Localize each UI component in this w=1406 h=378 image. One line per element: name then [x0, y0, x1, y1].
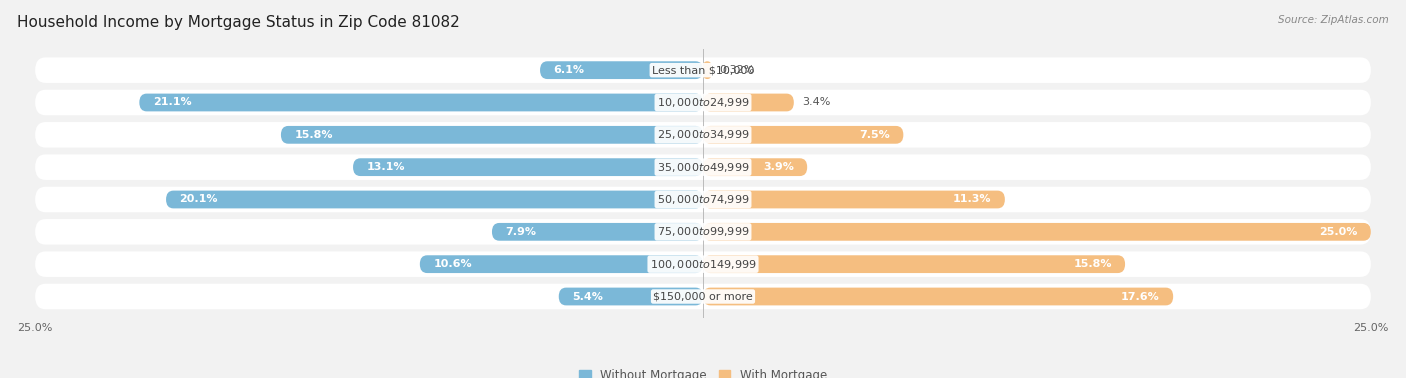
Text: Household Income by Mortgage Status in Zip Code 81082: Household Income by Mortgage Status in Z… — [17, 15, 460, 30]
FancyBboxPatch shape — [703, 94, 794, 112]
Text: 3.4%: 3.4% — [801, 98, 830, 107]
FancyBboxPatch shape — [558, 288, 703, 305]
FancyBboxPatch shape — [353, 158, 703, 176]
FancyBboxPatch shape — [35, 90, 1371, 115]
FancyBboxPatch shape — [703, 191, 1005, 208]
FancyBboxPatch shape — [703, 255, 1125, 273]
Text: $10,000 to $24,999: $10,000 to $24,999 — [657, 96, 749, 109]
Text: $100,000 to $149,999: $100,000 to $149,999 — [650, 258, 756, 271]
Text: $150,000 or more: $150,000 or more — [654, 291, 752, 302]
Text: 0.32%: 0.32% — [720, 65, 755, 75]
FancyBboxPatch shape — [35, 219, 1371, 245]
Text: Less than $10,000: Less than $10,000 — [652, 65, 754, 75]
FancyBboxPatch shape — [540, 61, 703, 79]
FancyBboxPatch shape — [420, 255, 703, 273]
Text: $25,000 to $34,999: $25,000 to $34,999 — [657, 128, 749, 141]
FancyBboxPatch shape — [35, 251, 1371, 277]
FancyBboxPatch shape — [166, 191, 703, 208]
FancyBboxPatch shape — [703, 288, 1173, 305]
Text: $75,000 to $99,999: $75,000 to $99,999 — [657, 225, 749, 239]
FancyBboxPatch shape — [703, 61, 711, 79]
Text: 15.8%: 15.8% — [1073, 259, 1112, 269]
FancyBboxPatch shape — [492, 223, 703, 241]
Legend: Without Mortgage, With Mortgage: Without Mortgage, With Mortgage — [574, 364, 832, 378]
Text: $35,000 to $49,999: $35,000 to $49,999 — [657, 161, 749, 174]
Text: 17.6%: 17.6% — [1121, 291, 1160, 302]
FancyBboxPatch shape — [35, 57, 1371, 83]
FancyBboxPatch shape — [139, 94, 703, 112]
FancyBboxPatch shape — [703, 223, 1371, 241]
FancyBboxPatch shape — [35, 122, 1371, 147]
Text: 10.6%: 10.6% — [433, 259, 472, 269]
Text: 20.1%: 20.1% — [180, 195, 218, 204]
Text: 7.9%: 7.9% — [505, 227, 536, 237]
Text: 13.1%: 13.1% — [367, 162, 405, 172]
FancyBboxPatch shape — [35, 187, 1371, 212]
FancyBboxPatch shape — [35, 154, 1371, 180]
FancyBboxPatch shape — [703, 126, 903, 144]
Text: 21.1%: 21.1% — [153, 98, 191, 107]
Text: 11.3%: 11.3% — [953, 195, 991, 204]
Text: 25.0%: 25.0% — [1319, 227, 1358, 237]
Text: 15.8%: 15.8% — [294, 130, 333, 140]
FancyBboxPatch shape — [35, 284, 1371, 309]
Text: Source: ZipAtlas.com: Source: ZipAtlas.com — [1278, 15, 1389, 25]
Text: 6.1%: 6.1% — [554, 65, 585, 75]
Text: 7.5%: 7.5% — [859, 130, 890, 140]
Text: 5.4%: 5.4% — [572, 291, 603, 302]
Text: 3.9%: 3.9% — [763, 162, 794, 172]
FancyBboxPatch shape — [281, 126, 703, 144]
Text: $50,000 to $74,999: $50,000 to $74,999 — [657, 193, 749, 206]
FancyBboxPatch shape — [703, 158, 807, 176]
